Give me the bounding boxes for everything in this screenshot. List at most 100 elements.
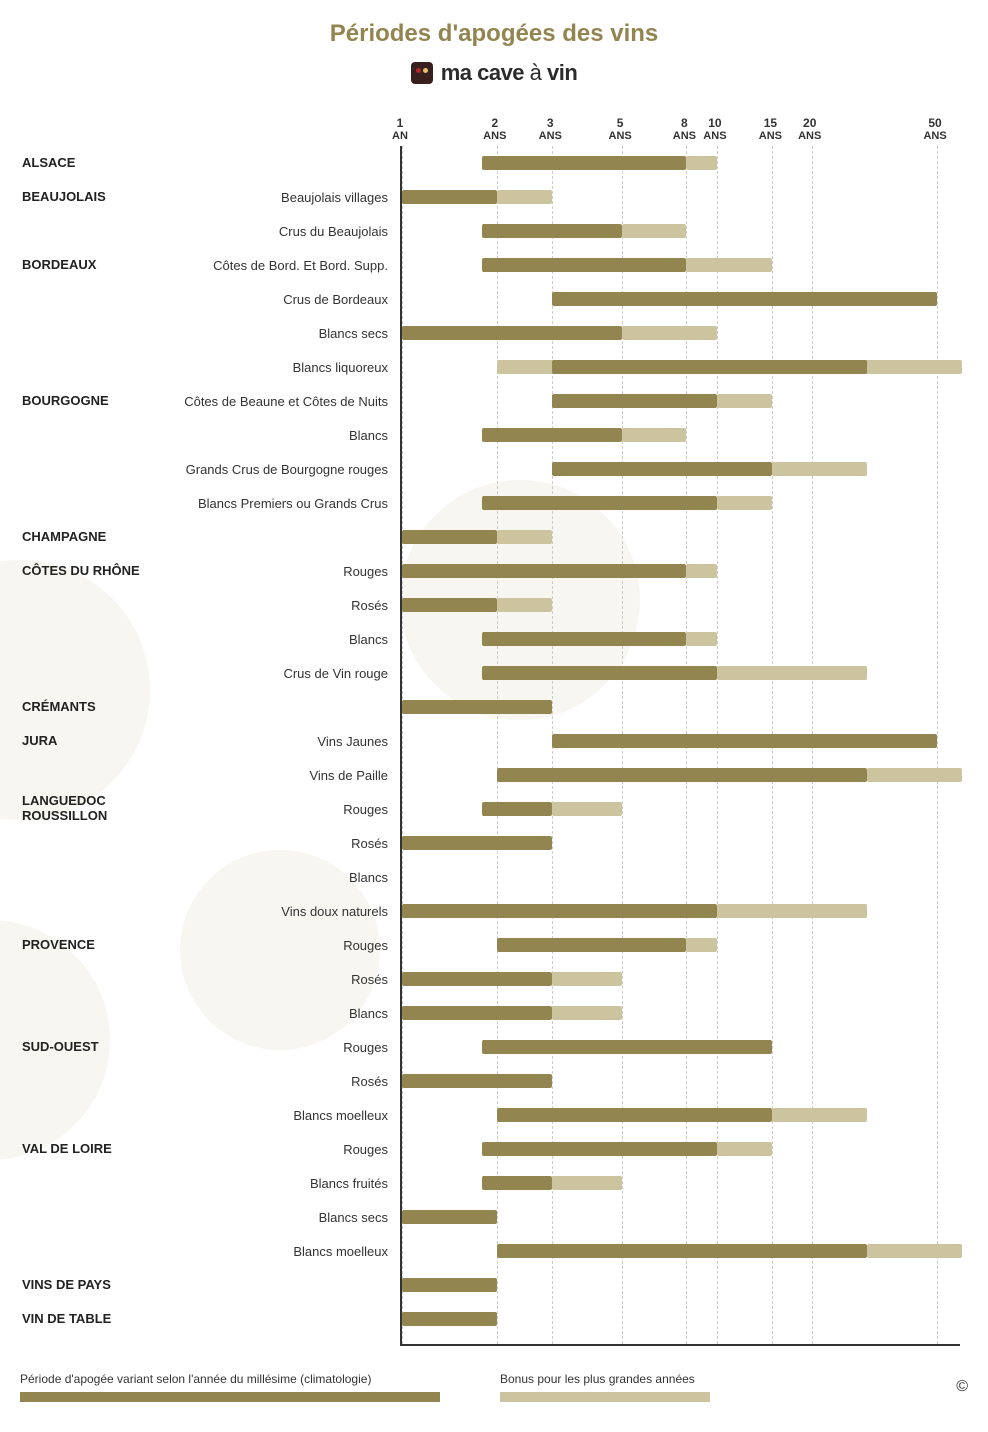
apogee-bar — [402, 1210, 497, 1224]
row-label: JURAVins Jaunes — [20, 724, 400, 758]
row-label: Blancs — [20, 860, 400, 894]
sub-label: Rosés — [145, 836, 400, 851]
logo-icon — [411, 62, 433, 84]
apogee-bar — [482, 1176, 552, 1190]
apogee-bar — [402, 700, 552, 714]
wine-apogee-chart: 1AN2ANS3ANS5ANS8ANS10ANS15ANS20ANS50ANS … — [20, 106, 968, 1346]
apogee-bar — [552, 394, 717, 408]
apogee-bar — [402, 190, 497, 204]
apogee-bar — [402, 598, 497, 612]
apogee-bar — [552, 734, 937, 748]
sub-label: Blancs — [145, 1006, 400, 1021]
sub-label: Crus de Bordeaux — [145, 292, 400, 307]
apogee-bar — [482, 1040, 772, 1054]
apogee-bar — [482, 666, 717, 680]
sub-label: Blancs secs — [145, 326, 400, 341]
chart-title: Périodes d'apogées des vins — [20, 20, 968, 48]
region-label: BOURGOGNE — [20, 394, 145, 409]
row-label: Blancs moelleux — [20, 1098, 400, 1132]
row-label: Rosés — [20, 826, 400, 860]
apogee-bar — [482, 632, 686, 646]
apogee-bar — [552, 462, 772, 476]
gridline — [937, 146, 938, 1344]
row-label: Blancs — [20, 622, 400, 656]
sub-label: Beaujolais villages — [145, 190, 400, 205]
row-label: Blancs secs — [20, 316, 400, 350]
row-labels: ALSACE BEAUJOLAISBeaujolais villages Crus … — [20, 146, 400, 1346]
bonus-bar — [622, 224, 686, 238]
bonus-bar — [552, 972, 622, 986]
apogee-bar — [402, 1074, 552, 1088]
region-label: CRÉMANTS — [20, 700, 145, 715]
x-tick-label: 5ANS — [609, 117, 632, 142]
sub-label: Rouges — [145, 802, 400, 817]
sub-label: Vins doux naturels — [145, 904, 400, 919]
bonus-bar — [717, 496, 772, 510]
sub-label: Côtes de Bord. Et Bord. Supp. — [145, 258, 400, 273]
region-label: VIN DE TABLE — [20, 1312, 145, 1327]
logo-text: ma cave à vin — [441, 60, 578, 86]
row-label: Blancs — [20, 996, 400, 1030]
row-label: VINS DE PAYS — [20, 1268, 400, 1302]
sub-label: Crus de Vin rouge — [145, 666, 400, 681]
apogee-bar — [482, 156, 686, 170]
row-label: Rosés — [20, 588, 400, 622]
sub-label: Vins Jaunes — [145, 734, 400, 749]
bonus-bar — [772, 462, 867, 476]
region-label: ALSACE — [20, 156, 145, 171]
apogee-bar — [402, 836, 552, 850]
row-label: BORDEAUXCôtes de Bord. Et Bord. Supp. — [20, 248, 400, 282]
apogee-bar — [497, 1108, 773, 1122]
region-label: PROVENCE — [20, 938, 145, 953]
sub-label: Rouges — [145, 564, 400, 579]
row-label: Blancs fruités — [20, 1166, 400, 1200]
bonus-bar — [497, 530, 552, 544]
bonus-bar — [717, 1142, 772, 1156]
bonus-bar — [622, 326, 717, 340]
plot-area — [400, 146, 960, 1346]
sub-label: Blancs secs — [145, 1210, 400, 1225]
sub-label: Blancs fruités — [145, 1176, 400, 1191]
apogee-bar — [482, 428, 622, 442]
sub-label: Blancs moelleux — [145, 1108, 400, 1123]
apogee-bar — [497, 768, 867, 782]
apogee-bar — [402, 904, 717, 918]
sub-label: Grands Crus de Bourgogne rouges — [145, 462, 400, 477]
row-label: Rosés — [20, 1064, 400, 1098]
row-label: Blancs — [20, 418, 400, 452]
sub-label: Blancs — [145, 870, 400, 885]
sub-label: Blancs Premiers ou Grands Crus — [145, 496, 400, 511]
region-label: JURA — [20, 734, 145, 749]
apogee-bar — [482, 1142, 717, 1156]
logo: ma cave à vin — [20, 60, 968, 86]
legend: Période d'apogée variant selon l'année d… — [20, 1372, 968, 1402]
bonus-bar — [717, 394, 772, 408]
apogee-bar — [497, 938, 687, 952]
region-label: CÔTES DU RHÔNE — [20, 564, 145, 579]
row-label: BEAUJOLAISBeaujolais villages — [20, 180, 400, 214]
region-label: LANGUEDOC ROUSSILLON — [20, 794, 145, 824]
bonus-bar — [552, 802, 622, 816]
row-label: CÔTES DU RHÔNERouges — [20, 554, 400, 588]
x-tick-label: 2ANS — [483, 117, 506, 142]
row-label: BOURGOGNECôtes de Beaune et Côtes de Nui… — [20, 384, 400, 418]
row-label: Blancs secs — [20, 1200, 400, 1234]
legend-main-swatch — [20, 1392, 440, 1402]
row-label: Rosés — [20, 962, 400, 996]
bonus-bar — [552, 1006, 622, 1020]
apogee-bar — [482, 258, 686, 272]
region-label: BORDEAUX — [20, 258, 145, 273]
row-label: CRÉMANTS — [20, 690, 400, 724]
region-label: VINS DE PAYS — [20, 1278, 145, 1293]
copyright: © — [956, 1378, 968, 1396]
region-label: SUD-OUEST — [20, 1040, 145, 1055]
apogee-bar — [482, 224, 622, 238]
bonus-bar — [686, 156, 717, 170]
sub-label: Rosés — [145, 972, 400, 987]
apogee-bar — [497, 1244, 867, 1258]
x-tick-label: 15ANS — [759, 117, 782, 142]
row-label: LANGUEDOC ROUSSILLONRouges — [20, 792, 400, 826]
row-label: Grands Crus de Bourgogne rouges — [20, 452, 400, 486]
x-tick-label: 3ANS — [539, 117, 562, 142]
row-label: VIN DE TABLE — [20, 1302, 400, 1336]
